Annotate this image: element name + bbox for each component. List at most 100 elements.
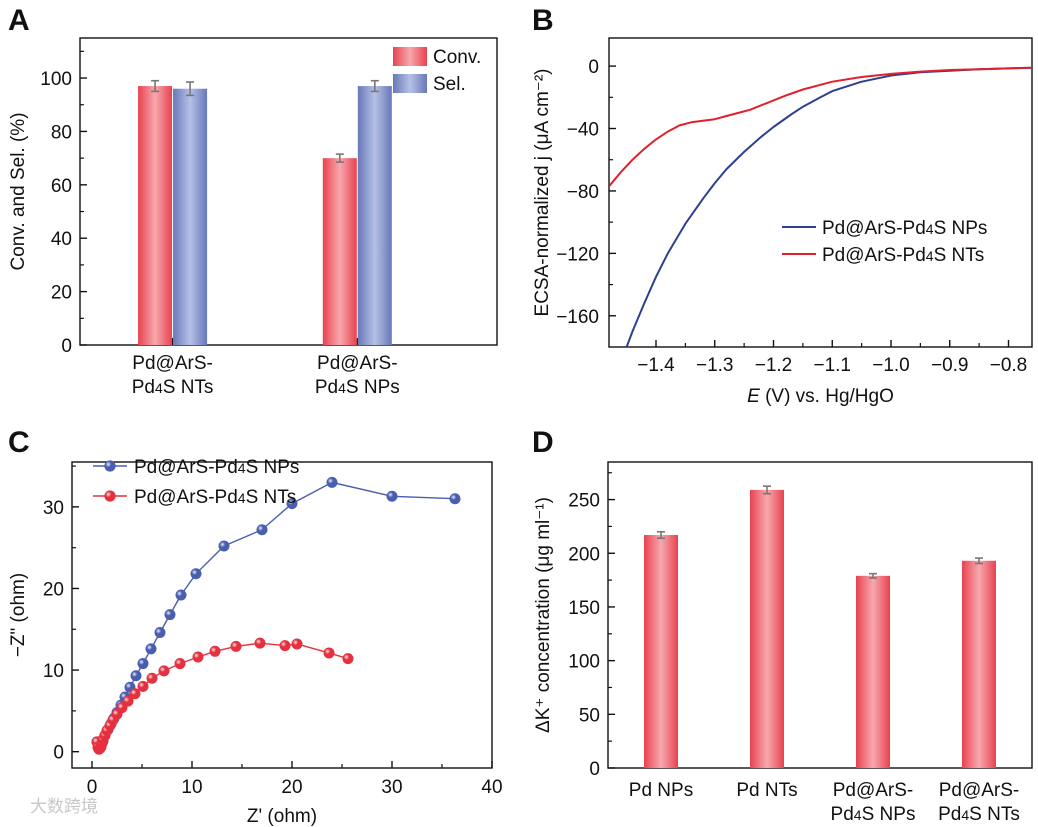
panel-a-plot-frame (79, 37, 498, 346)
panel-a-xtick-label: Pd4S NPs (315, 377, 400, 398)
panel-a-letter: A (8, 4, 30, 37)
watermark-text: 大数跨境 (30, 797, 98, 816)
panel-d-bar (644, 535, 678, 768)
panel-c-xtick-label: 10 (181, 777, 202, 798)
panel-b-ytick-label: −40 (567, 120, 599, 141)
panel-b-xtick-label: −0.8 (990, 355, 1028, 376)
panel-b-ylabel: ECSA-normalized j (μA cm⁻²) (532, 69, 553, 317)
panel-c-letter: C (8, 426, 30, 459)
panel-a-bar-conv (322, 158, 357, 345)
panel-d-ytick-label: 0 (589, 759, 600, 780)
panel-c-point-highlight (291, 638, 303, 650)
panel-c-point-highlight (230, 641, 242, 652)
panel-b-xtick-label: −1.1 (813, 355, 851, 376)
panel-d-xtick-label: Pd NPs (629, 780, 693, 801)
panel-b-series-nts-line (609, 66, 1032, 187)
panel-c-point-highlight (137, 681, 149, 692)
panel-d-ytick-label: 50 (579, 705, 600, 726)
panel-c-point-highlight (175, 589, 187, 601)
panel-a-ytick-label: 20 (51, 283, 72, 304)
panel-a-legend-swatch (393, 47, 427, 66)
panel-c-point-highlight (192, 651, 204, 663)
panel-b-ytick-label: −160 (556, 307, 599, 328)
panel-c-point-highlight (158, 665, 170, 677)
panel-d-bar (962, 560, 996, 768)
panel-c-point-highlight (323, 647, 335, 659)
panel-b-series-nps-line (625, 66, 1032, 347)
panel-a-bar-sel (357, 86, 392, 345)
panel-c-xtick-label: 30 (381, 777, 402, 798)
panel-c-series-nps-line (96, 481, 456, 748)
panel-b-ytick-label: 0 (588, 57, 599, 78)
panel-a-ytick-label: 100 (40, 69, 72, 90)
panel-a-ytick-label: 60 (51, 176, 72, 197)
panel-b-xlabel: E (V) vs. Hg/HgO (747, 386, 894, 407)
panel-c-point-highlight (386, 491, 398, 502)
panel-c-plot-frame (71, 461, 493, 769)
panel-a-ytick-label: 40 (51, 229, 72, 250)
panel-d-ytick-label: 100 (568, 652, 600, 673)
panel-c-point-highlight (145, 643, 157, 655)
panel-a-legend-label: Conv. (433, 47, 481, 68)
panel-d-xtick-label: Pd NTs (736, 780, 797, 801)
panel-c-point-highlight (279, 640, 291, 651)
panel-d-xtick-label: Pd@ArS- (833, 780, 914, 801)
panel-b-xtick-label: −1.0 (872, 355, 910, 376)
panel-c-point-highlight (130, 670, 142, 681)
panel-d-letter: D (532, 426, 554, 459)
panel-c-point-highlight (190, 568, 202, 579)
panel-c-ytick-label: 10 (43, 661, 64, 682)
panel-c-xlabel: Z' (ohm) (247, 806, 317, 827)
panel-a-ylabel: Conv. and Sel. (%) (8, 112, 29, 270)
panel-d-bar (856, 575, 890, 768)
panel-b-xtick-label: −0.9 (931, 355, 969, 376)
panel-c-legend-label: Pd@ArS-Pd4S NPs (134, 457, 299, 478)
panel-c-point-highlight (122, 695, 134, 707)
panel-a-legend-swatch (393, 74, 427, 93)
panel-c-point-highlight (137, 658, 149, 669)
panel-d-xtick-label: Pd@ArS- (939, 780, 1020, 801)
panel-d-ytick-label: 150 (568, 598, 600, 619)
panel-d-xtick-label: Pd4S NTs (938, 804, 1020, 825)
panel-c-xtick-label: 20 (281, 777, 302, 798)
panel-b-plot-frame (608, 37, 1033, 348)
panel-c-ytick-label: 30 (43, 498, 64, 519)
panel-b-letter: B (532, 4, 554, 37)
panel-a-xtick-label: Pd@ArS- (132, 353, 213, 374)
panel-b-xtick-label: −1.3 (696, 355, 734, 376)
panel-c-point-highlight (146, 673, 158, 684)
panel-a-ytick-label: 0 (61, 336, 72, 357)
panel-c-point-highlight (254, 637, 266, 649)
panel-c-point-highlight (449, 493, 461, 504)
panel-c-point-highlight (209, 646, 221, 657)
panel-c-point-highlight (286, 498, 298, 509)
panel-d-ytick-label: 250 (568, 491, 600, 512)
panel-d-ytick-label: 200 (568, 544, 600, 565)
panel-c-legend-marker-highlight (104, 460, 116, 472)
panel-c-legend-label: Pd@ArS-Pd4S NTs (134, 487, 296, 508)
panel-d-xtick-label: Pd4S NPs (831, 804, 916, 825)
panel-b-ytick-label: −80 (567, 182, 599, 203)
panel-a-bar-chart: 0 20 40 60 80 100 Conv. and Sel. (%) Pd@ArS- Pd4… (8, 37, 498, 398)
panel-a-bar-sel (173, 88, 208, 345)
panel-c-point-highlight (129, 688, 141, 699)
panel-c-legend-marker-highlight (104, 490, 116, 502)
panel-b-xtick-label: −1.2 (755, 355, 793, 376)
panel-b-legend-label: Pd@ArS-Pd4S NPs (822, 218, 987, 239)
panel-b-ytick-label: −120 (556, 244, 599, 265)
panel-a-bar-conv (138, 86, 173, 345)
panel-b-legend-label: Pd@ArS-Pd4S NTs (822, 245, 984, 266)
panel-a-xtick-label: Pd@ArS- (317, 353, 398, 374)
panel-a-ytick-label: 80 (51, 122, 72, 143)
panel-c-ytick-label: 20 (43, 579, 64, 600)
panel-c-point-highlight (326, 477, 338, 488)
panel-c-scatter-chart: 0 10 20 30 0 10 20 30 40 Z' (ohm) −Z" (ohm) Pd@ArS-… (8, 457, 503, 827)
panel-d-ylabel: ΔK⁺ concentration (μg ml⁻¹) (533, 497, 554, 733)
panel-c-point-highlight (256, 524, 268, 535)
panel-d-bar (750, 489, 784, 768)
panel-c-xtick-label: 40 (481, 777, 502, 798)
panel-c-xtick-label: 0 (87, 777, 98, 798)
panel-d-plot-frame (607, 461, 1033, 769)
panel-c-point-highlight (164, 609, 176, 620)
